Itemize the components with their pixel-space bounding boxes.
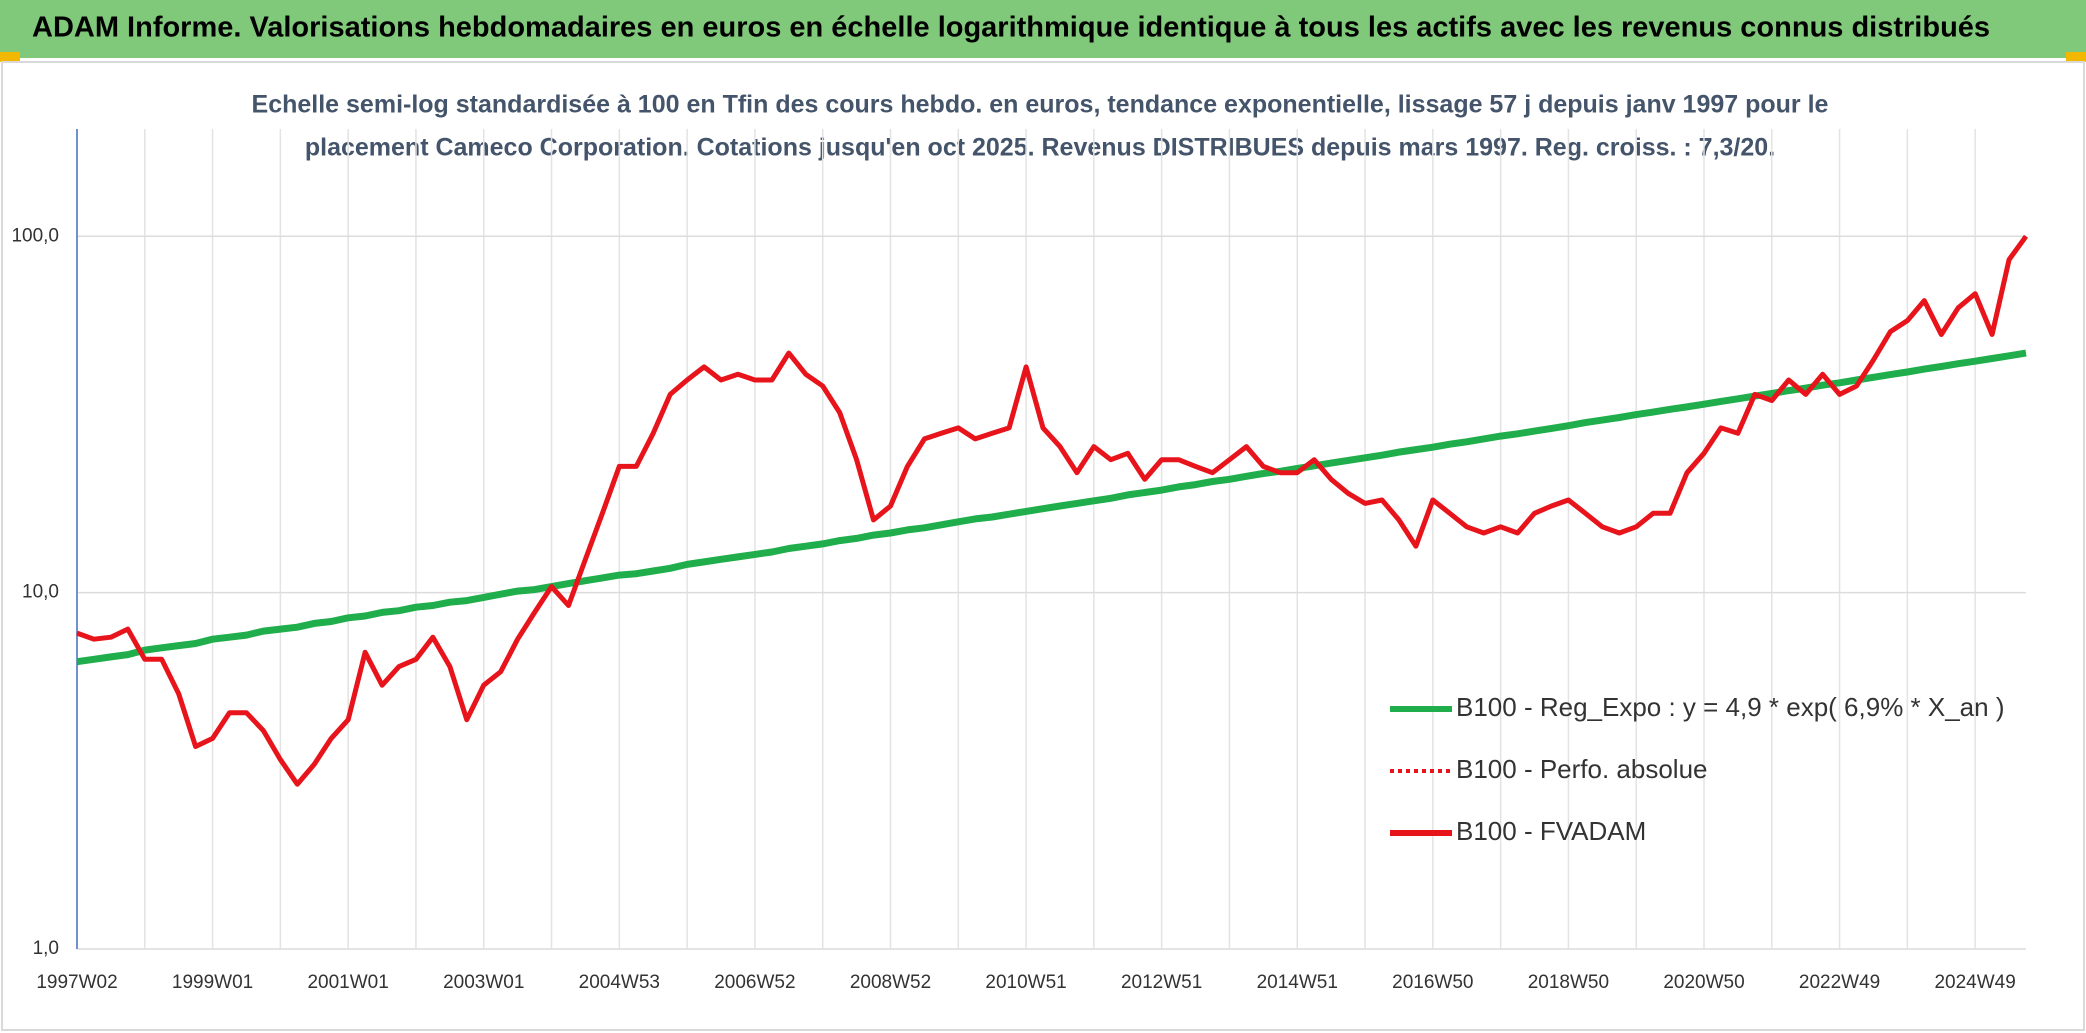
title-bar [0,0,2086,58]
x-tick-label: 2018W50 [1528,972,1609,993]
corner [2066,52,2086,62]
subtitle: Echelle semi-log standardisée à 100 en T… [252,91,1829,119]
series-line [76,349,2027,666]
series-line [76,234,2029,787]
x-tick-label: 1999W01 [172,972,253,993]
y-tick-label: 100,0 [11,225,59,246]
x-tick-label: 2003W01 [443,972,524,993]
x-tick-label: 2020W50 [1663,972,1744,993]
chart-frame [1,61,2085,1031]
x-tick-label: 2024W49 [1934,972,2015,993]
corner [0,52,20,62]
x-tick-label: 2008W52 [850,972,931,993]
x-tick-label: 2014W51 [1257,972,1338,993]
y-tick-label: 10,0 [22,582,59,603]
x-tick-label: 2004W53 [579,972,660,993]
x-tick-label: 2022W49 [1799,972,1880,993]
y-tick-label: 1,0 [33,938,59,959]
legend-label: B100 - Reg_Expo : y = 4,9 * exp( 6,9% * … [1456,692,2005,722]
x-tick-label: 2006W52 [714,972,795,993]
legend-label: B100 - Perfo. absolue [1456,754,1708,784]
x-tick-label: 1997W02 [36,972,117,993]
x-tick-label: 2016W50 [1392,972,1473,993]
x-tick-label: 2012W51 [1121,972,1202,993]
legend-label: B100 - FVADAM [1456,816,1646,846]
chart-title: ADAM Informe. Valorisations hebdomadaire… [32,12,1990,44]
x-tick-label: 2010W51 [985,972,1066,993]
x-tick-label: 2001W01 [307,972,388,993]
subtitle: placement Cameco Corporation. Cotations … [305,134,1775,162]
